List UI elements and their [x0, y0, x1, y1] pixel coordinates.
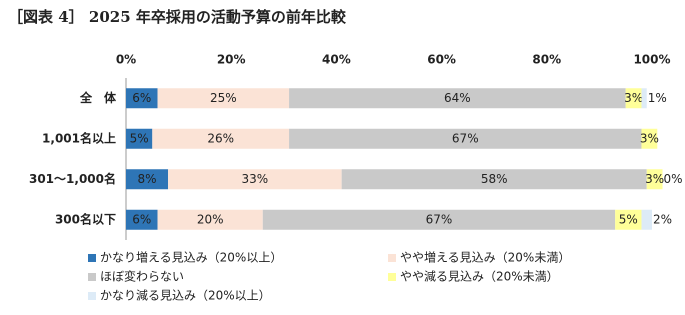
y-tick-label: 301～1,000名	[29, 171, 116, 186]
bar-segment	[646, 169, 663, 190]
data-label: 5%	[619, 212, 638, 226]
data-label: 3%	[645, 172, 664, 186]
data-label: 26%	[207, 131, 234, 145]
legend-label: やや減る見込み（20%未満）	[400, 269, 559, 284]
data-label: 58%	[481, 172, 508, 186]
legend-swatch	[88, 254, 96, 262]
x-tick-label: 20%	[217, 53, 246, 67]
chart-title: ［図表 4］ 2025 年卒採用の活動予算の前年比較	[8, 8, 347, 26]
legend-label: やや増える見込み（20%未満）	[400, 251, 570, 265]
legend-swatch	[388, 254, 396, 262]
bar-segment	[262, 209, 616, 230]
data-label: 3%	[624, 91, 643, 105]
bar-segment	[126, 88, 158, 109]
data-label: 6%	[132, 91, 151, 105]
legend-label: ほぼ変わらない	[100, 269, 184, 284]
bar-segment	[615, 209, 642, 230]
x-tick-label: 40%	[322, 53, 351, 67]
bar-segment	[625, 88, 642, 109]
x-tick-label: 60%	[427, 53, 456, 67]
y-tick-label: 300名以下	[55, 211, 116, 226]
y-tick-label: 全 体	[79, 90, 117, 105]
bar-segment	[126, 128, 153, 149]
bar-segment	[289, 88, 626, 109]
x-tick-label: 100%	[633, 53, 670, 67]
bar-segment	[168, 169, 342, 190]
data-label: 67%	[452, 131, 479, 145]
bar-segment	[152, 128, 290, 149]
legend-swatch	[88, 292, 96, 300]
data-label: 8%	[138, 172, 157, 186]
data-label: 33%	[242, 172, 269, 186]
data-label: 20%	[197, 212, 224, 226]
y-tick-label: 1,001名以上	[42, 130, 116, 145]
data-label: 1%	[648, 91, 667, 105]
data-label: 2%	[653, 212, 672, 226]
bar-segment	[641, 88, 647, 109]
bar-segment	[126, 209, 158, 230]
bar-segment	[157, 209, 263, 230]
x-tick-label: 0%	[116, 53, 136, 67]
data-label: 25%	[210, 91, 237, 105]
bar-segment	[289, 128, 642, 149]
x-tick-label: 80%	[532, 53, 561, 67]
data-label: 0%	[664, 172, 683, 186]
legend-label: かなり減る見込み（20%以上）	[100, 288, 271, 303]
data-label: 67%	[426, 212, 453, 226]
legend-swatch	[88, 273, 96, 281]
data-label: 64%	[444, 91, 471, 105]
bar-segment	[126, 169, 169, 190]
legend-swatch	[388, 273, 396, 281]
bar-segment	[341, 169, 647, 190]
data-label: 6%	[132, 212, 151, 226]
bar-segment	[641, 209, 652, 230]
bar-segment	[157, 88, 290, 109]
legend-label: かなり増える見込み（20%以上）	[100, 251, 282, 265]
data-label: 3%	[640, 131, 659, 145]
bar-segment	[641, 128, 658, 149]
data-label: 5%	[130, 131, 149, 145]
